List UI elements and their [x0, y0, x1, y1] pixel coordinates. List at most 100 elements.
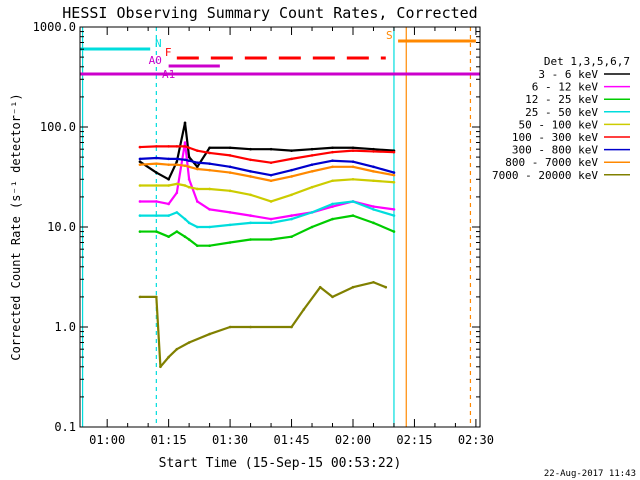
data-point: [269, 217, 273, 221]
x-tick-label: 01:30: [212, 433, 248, 447]
data-point: [175, 211, 179, 214]
data-point: [249, 214, 252, 217]
legend-title: Det 1,3,5,6,7: [544, 55, 630, 68]
y-axis-label-group: Corrected Count Rate (s⁻¹ detector⁻¹): [9, 93, 23, 360]
data-point: [196, 167, 199, 171]
data-point: [290, 325, 293, 329]
data-point: [318, 285, 322, 289]
timestamp: 22-Aug-2017 11:43: [544, 469, 636, 479]
data-point: [372, 221, 375, 225]
annotation-label: S: [386, 29, 393, 42]
data-point: [310, 170, 314, 173]
data-point: [351, 149, 355, 152]
data-point: [351, 200, 355, 203]
data-point: [138, 163, 142, 166]
data-point: [138, 157, 142, 161]
data-point: [138, 295, 142, 299]
data-point: [372, 280, 375, 284]
series-line: [139, 162, 395, 182]
data-point: [392, 150, 396, 154]
data-point: [183, 145, 187, 148]
y-axis-label: Corrected Count Rate (s⁻¹ detector⁻¹): [9, 93, 23, 360]
x-tick-label: 01:00: [89, 433, 125, 447]
data-point: [183, 121, 187, 125]
data-point: [331, 159, 334, 163]
data-point: [331, 146, 334, 150]
data-point: [138, 200, 142, 203]
data-point: [175, 157, 179, 161]
data-point: [331, 179, 334, 183]
data-point: [372, 208, 375, 211]
data-point: [196, 165, 199, 169]
data-point: [372, 165, 375, 169]
data-point: [310, 154, 314, 157]
data-point: [208, 225, 211, 229]
data-point: [138, 184, 142, 187]
data-point: [175, 191, 179, 195]
y-tick-label: 1000.0: [33, 20, 76, 34]
data-point: [155, 162, 158, 165]
data-point: [183, 164, 187, 168]
data-point: [208, 151, 211, 155]
data-point: [290, 235, 293, 238]
data-point: [331, 295, 334, 299]
series-line: [139, 281, 387, 368]
data-point: [331, 205, 334, 208]
y-tick-label: 100.0: [40, 120, 76, 134]
data-point: [155, 230, 158, 233]
data-point: [290, 149, 293, 152]
annotation-label: A1: [162, 68, 175, 81]
x-axis-label: Start Time (15-Sep-15 00:53:22): [159, 456, 402, 471]
data-point: [208, 168, 211, 172]
plot-frame: [79, 26, 481, 428]
data-point: [167, 177, 170, 181]
data-point: [187, 177, 191, 181]
data-point: [167, 163, 170, 166]
data-point: [249, 175, 252, 178]
data-point: [187, 155, 191, 159]
data-point: [249, 193, 252, 197]
data-point: [138, 160, 142, 163]
data-point: [183, 217, 187, 221]
series-line: [139, 200, 395, 229]
data-point: [228, 165, 232, 169]
y-tick-label: 1.0: [54, 320, 76, 334]
data-point: [228, 241, 232, 244]
legend-label: 800 - 7000 keV: [505, 156, 598, 169]
data-point: [167, 202, 170, 206]
data-point: [175, 160, 179, 163]
data-point: [155, 156, 158, 160]
data-point: [187, 221, 191, 225]
legend-label: 3 - 6 keV: [538, 68, 598, 81]
data-point: [310, 185, 314, 189]
gridlines: [81, 27, 472, 427]
data-point: [249, 170, 252, 173]
data-point: [351, 285, 355, 289]
data-point: [167, 235, 170, 238]
data-point: [228, 211, 232, 214]
data-point: [351, 177, 355, 181]
data-point: [208, 187, 211, 191]
data-point: [155, 184, 158, 187]
data-point: [392, 230, 396, 233]
data-point: [269, 238, 273, 241]
y-tick-label: 10.0: [47, 220, 76, 234]
data-point: [290, 214, 293, 217]
data-point: [228, 189, 232, 193]
data-point: [269, 221, 273, 225]
data-point: [187, 238, 191, 241]
data-point: [187, 159, 191, 163]
x-tick-label: 02:15: [396, 433, 432, 447]
data-point: [196, 161, 199, 164]
data-point: [249, 325, 252, 329]
data-point: [384, 285, 388, 289]
data-point: [310, 225, 314, 229]
data-point: [228, 223, 232, 227]
legend-label: 12 - 25 keV: [525, 93, 598, 106]
data-point: [138, 230, 142, 233]
data-point: [372, 150, 375, 153]
data-point: [159, 365, 162, 369]
series-group: [138, 121, 396, 369]
data-point: [187, 185, 191, 189]
